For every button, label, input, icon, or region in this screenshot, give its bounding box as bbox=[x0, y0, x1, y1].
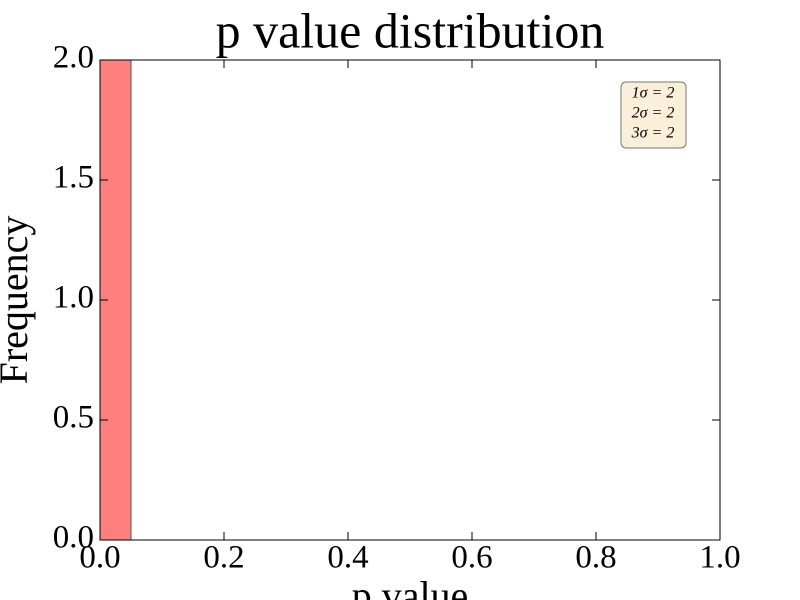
x-tick-label: 0.4 bbox=[327, 540, 368, 576]
x-axis-label: p value bbox=[352, 573, 469, 600]
x-tick-label: 0.0 bbox=[79, 540, 120, 576]
y-axis-label: Frequency bbox=[0, 216, 36, 385]
x-tick-label: 0.2 bbox=[203, 540, 244, 576]
x-tick-label: 0.8 bbox=[575, 540, 616, 576]
y-tick-label: 0.0 bbox=[53, 520, 94, 556]
annotation: 1σ = 2 bbox=[632, 85, 675, 102]
x-tick-label: 1.0 bbox=[699, 540, 740, 576]
annotation-box bbox=[620, 81, 687, 149]
y-tick-label: 0.5 bbox=[53, 400, 94, 436]
annotation: 3σ = 2 bbox=[631, 125, 675, 142]
y-tick-label: 2.0 bbox=[53, 40, 94, 76]
chart-title: p value distribution bbox=[216, 2, 605, 58]
y-tick-label: 1.0 bbox=[53, 280, 94, 316]
x-tick-label: 0.6 bbox=[451, 540, 492, 576]
y-tick-label: 1.5 bbox=[53, 160, 94, 196]
annotation: 2σ = 2 bbox=[632, 105, 675, 122]
